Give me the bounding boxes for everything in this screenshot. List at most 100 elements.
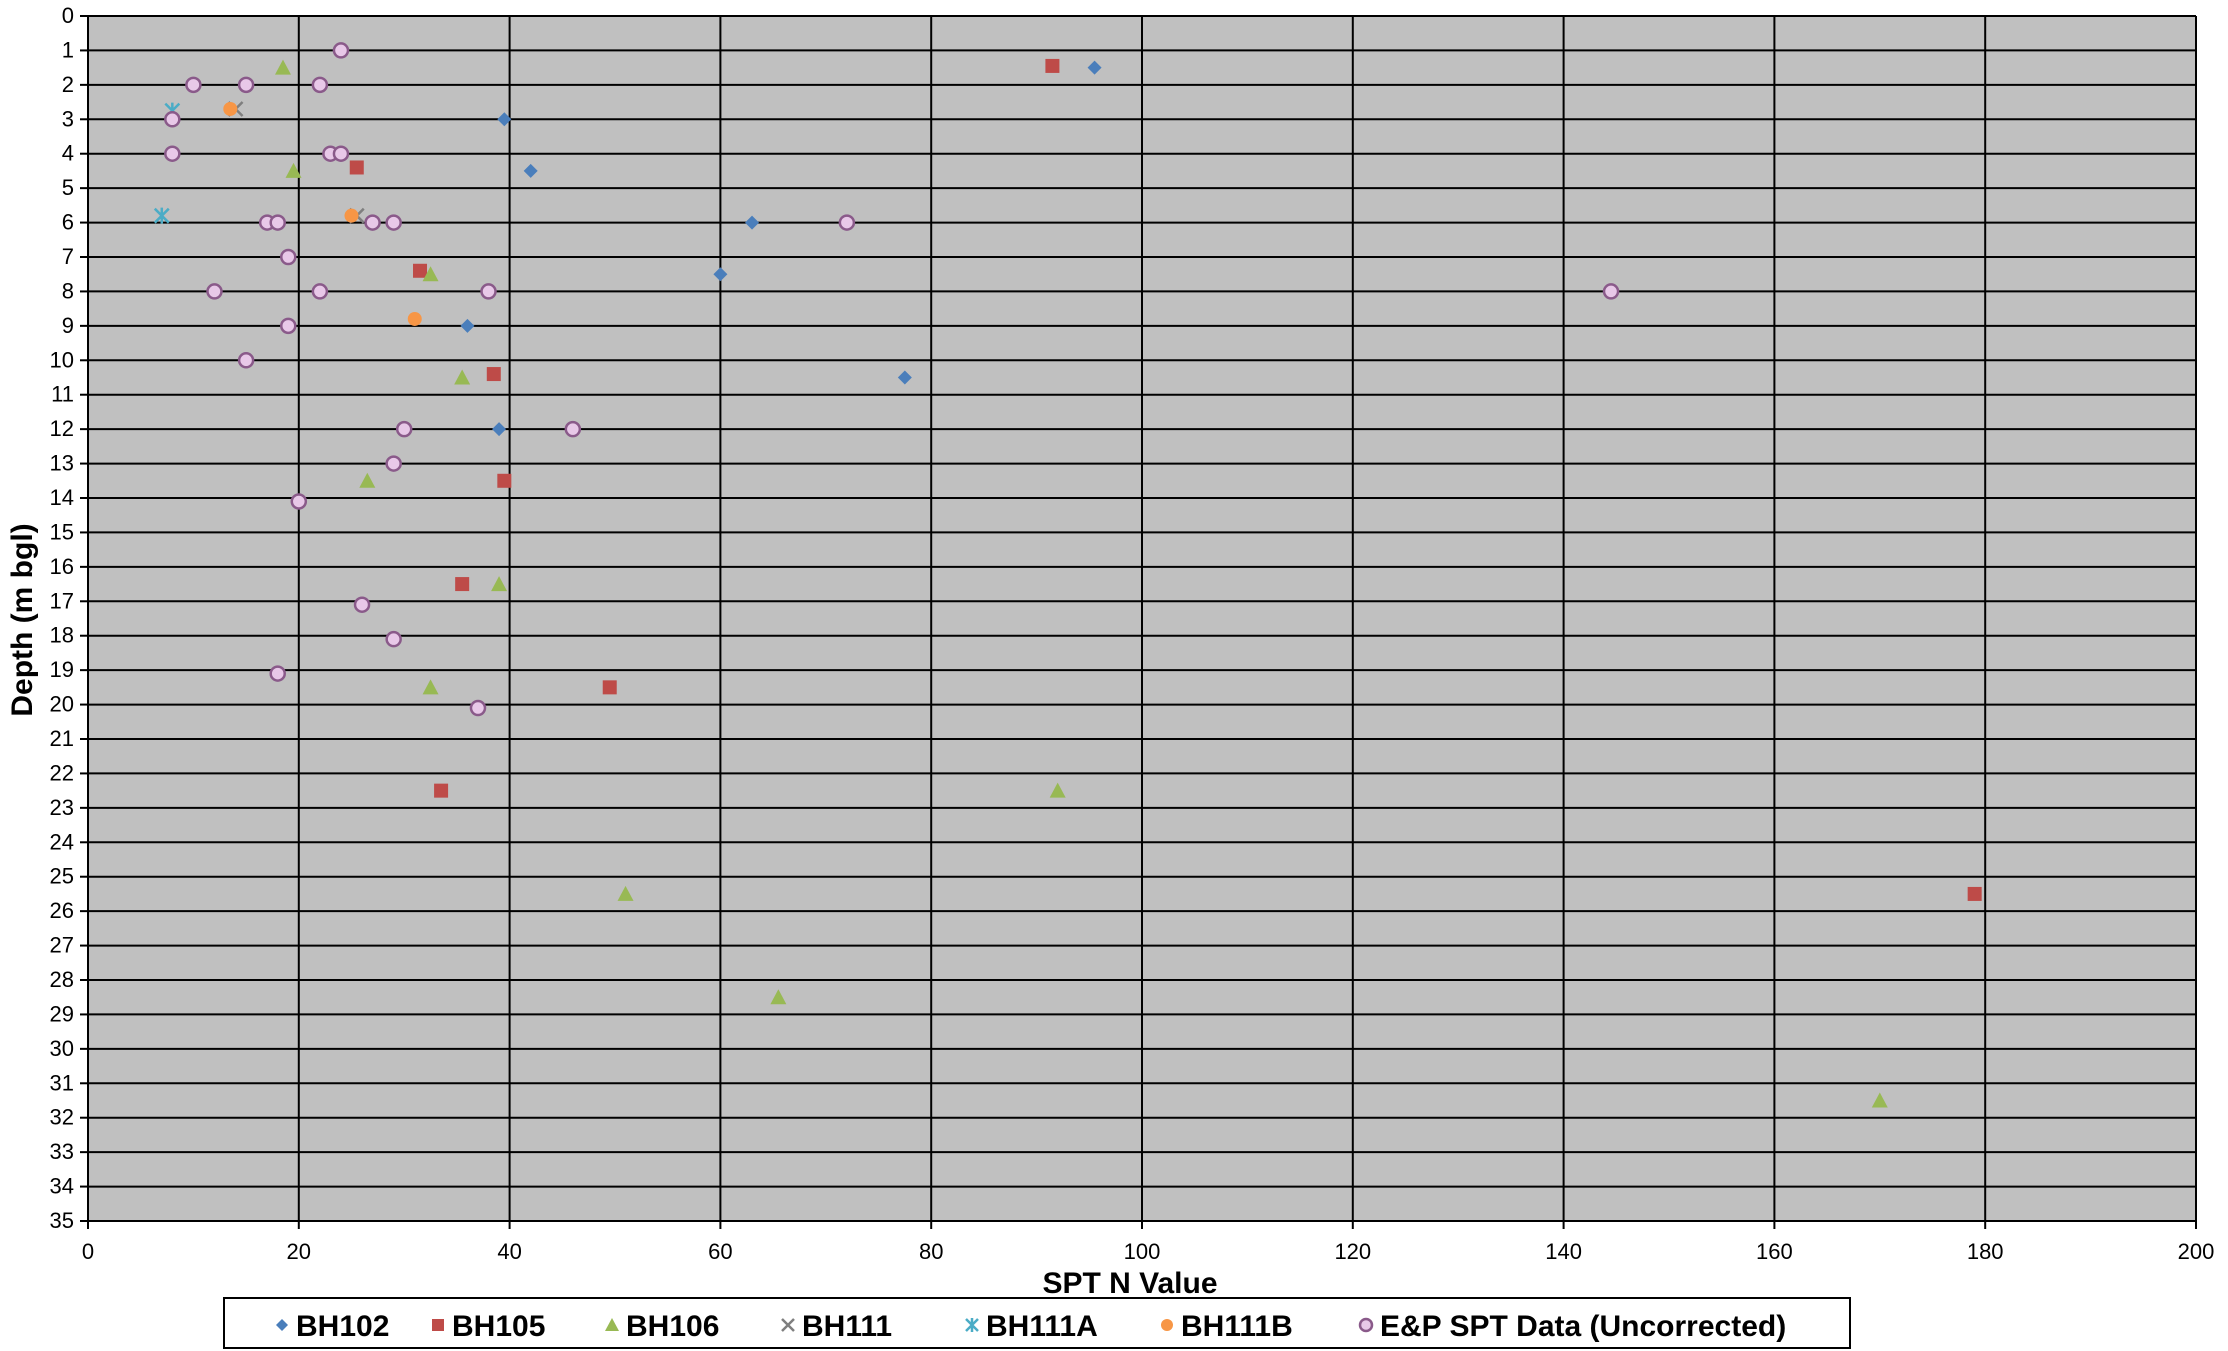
data-point	[164, 145, 181, 162]
data-point	[385, 214, 402, 231]
legend-marker	[432, 1319, 444, 1331]
legend-marker	[781, 1318, 795, 1332]
data-point	[469, 699, 487, 717]
data-point	[486, 367, 501, 382]
y-tick-label: 25	[50, 864, 74, 889]
x-axis-title: SPT N Value	[1042, 1267, 1217, 1300]
y-tick-label: 7	[62, 244, 74, 269]
data-point	[206, 283, 223, 300]
tick-labels: 0123456789101112131415161718192021222324…	[50, 3, 2215, 1264]
legend-marker	[965, 1318, 979, 1332]
y-tick-label: 12	[50, 416, 74, 441]
data-point	[185, 76, 202, 94]
data-point	[497, 473, 512, 488]
y-tick-label: 3	[62, 106, 74, 131]
data-point	[223, 101, 238, 116]
y-tick-label: 13	[50, 451, 74, 476]
series-2	[274, 59, 1888, 1108]
legend-marker	[605, 1318, 619, 1331]
data-point	[897, 370, 912, 385]
data-point	[1871, 1092, 1888, 1108]
x-tick-label: 140	[1545, 1239, 1582, 1264]
y-tick-label: 33	[50, 1139, 74, 1164]
legend-marker	[276, 1319, 288, 1331]
data-point	[311, 283, 329, 300]
y-tick-label: 23	[50, 795, 74, 820]
data-point	[564, 420, 582, 438]
data-points	[153, 42, 1982, 1108]
x-tick-label: 0	[82, 1239, 94, 1264]
legend-label: E&P SPT Data (Uncorrected)	[1380, 1310, 1786, 1343]
x-tick-label: 100	[1124, 1239, 1161, 1264]
legend-label: BH111	[802, 1310, 892, 1343]
x-tick-label: 160	[1756, 1239, 1793, 1264]
y-tick-label: 18	[50, 623, 74, 648]
legend-marker	[1358, 1317, 1374, 1333]
data-point	[460, 318, 475, 333]
y-tick-label: 34	[50, 1174, 74, 1199]
legend-label: BH105	[452, 1310, 545, 1343]
series-0	[460, 60, 1102, 437]
data-point	[385, 455, 402, 472]
data-point	[280, 248, 297, 266]
y-tick-label: 15	[50, 519, 74, 544]
y-tick-label: 16	[50, 554, 74, 579]
data-point	[1049, 782, 1066, 798]
data-point	[269, 214, 286, 231]
y-tick-label: 24	[50, 829, 74, 854]
legend-label: BH102	[296, 1310, 389, 1343]
data-point	[349, 160, 364, 175]
data-point	[497, 112, 512, 127]
y-tick-label: 29	[50, 1001, 74, 1026]
data-point	[713, 267, 728, 282]
y-tick-label: 17	[50, 588, 74, 613]
y-tick-label: 5	[62, 175, 74, 200]
y-tick-label: 22	[50, 760, 74, 785]
data-point	[385, 630, 402, 648]
data-point	[1045, 58, 1060, 73]
data-point	[745, 215, 760, 230]
y-tick-label: 0	[62, 3, 74, 28]
x-tick-label: 20	[287, 1239, 311, 1264]
data-point	[455, 577, 470, 592]
y-tick-label: 8	[62, 278, 74, 303]
data-point	[332, 145, 350, 162]
data-point	[491, 576, 508, 592]
data-point	[838, 214, 856, 231]
y-tick-label: 9	[62, 313, 74, 338]
y-tick-label: 11	[51, 382, 74, 407]
x-tick-label: 80	[919, 1239, 943, 1264]
data-point	[237, 352, 255, 369]
y-axis-title: Depth (m bgl)	[6, 523, 39, 716]
series-5	[223, 101, 422, 326]
legend-label: BH111A	[986, 1310, 1098, 1343]
y-tick-label: 10	[50, 347, 74, 372]
x-tick-label: 200	[2178, 1239, 2215, 1264]
data-point	[353, 596, 371, 613]
data-point	[332, 42, 350, 59]
data-point	[480, 283, 497, 300]
legend: BH102 BH105 BH106 BH111 BH111A BH111B E&P SPT …	[223, 1297, 1851, 1349]
data-point	[617, 885, 634, 901]
y-tick-label: 6	[62, 210, 74, 235]
data-point	[153, 207, 170, 224]
data-point	[434, 783, 449, 798]
data-point	[274, 59, 291, 75]
legend-marker	[1161, 1319, 1173, 1331]
y-tick-label: 20	[50, 692, 74, 717]
y-tick-label: 21	[50, 726, 74, 751]
data-point	[422, 679, 439, 695]
data-point	[422, 266, 439, 282]
data-point	[237, 76, 255, 94]
series-1	[349, 58, 1982, 901]
legend-label: BH111B	[1181, 1310, 1293, 1343]
data-point	[770, 989, 787, 1005]
data-point	[523, 163, 538, 178]
data-point	[395, 420, 413, 438]
y-tick-label: 30	[50, 1036, 74, 1061]
y-tick-label: 4	[62, 141, 74, 166]
data-point	[602, 680, 617, 695]
data-point	[454, 369, 471, 385]
data-point	[364, 214, 381, 231]
data-point	[290, 493, 308, 510]
